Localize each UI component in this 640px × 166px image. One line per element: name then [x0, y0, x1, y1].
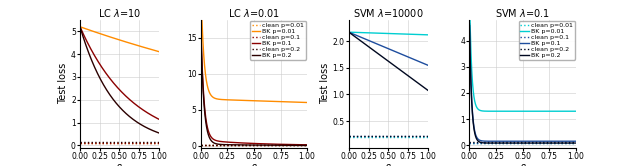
Title: SVM $\lambda$=0.1: SVM $\lambda$=0.1 — [495, 7, 550, 19]
Legend: clean p=0.01, BK p=0.01, clean p=0.1, BK p=0.1, clean p=0.2, BK p=0.2: clean p=0.01, BK p=0.01, clean p=0.1, BK… — [518, 21, 575, 60]
X-axis label: $\beta$: $\beta$ — [519, 162, 527, 166]
Y-axis label: Test loss: Test loss — [320, 63, 330, 104]
Title: LC $\lambda$=10: LC $\lambda$=10 — [98, 7, 141, 19]
X-axis label: $\beta$: $\beta$ — [250, 162, 258, 166]
Title: SVM $\lambda$=10000: SVM $\lambda$=10000 — [353, 7, 424, 19]
Legend: clean p=0.01, BK p=0.01, clean p=0.1, BK p=0.1, clean p=0.2, BK p=0.2: clean p=0.01, BK p=0.01, clean p=0.1, BK… — [250, 21, 306, 60]
X-axis label: $\beta$: $\beta$ — [115, 162, 124, 166]
Y-axis label: Test loss: Test loss — [58, 63, 68, 104]
X-axis label: $\beta$: $\beta$ — [385, 162, 392, 166]
Title: LC $\lambda$=0.01: LC $\lambda$=0.01 — [228, 7, 280, 19]
